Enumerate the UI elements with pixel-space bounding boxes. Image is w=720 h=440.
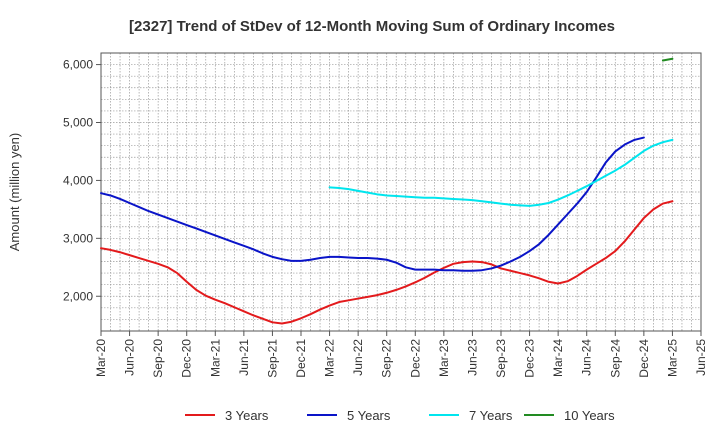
y-tick-label: 4,000 (63, 173, 93, 187)
x-tick-label: Mar-20 (94, 339, 108, 377)
x-tick-label: Mar-22 (323, 339, 337, 377)
x-tick-label: Jun-25 (694, 339, 708, 376)
y-tick-label: 5,000 (63, 116, 93, 130)
x-tick-label: Sep-23 (494, 339, 508, 378)
x-tick-label: Sep-21 (265, 339, 279, 378)
legend-label-3-years: 3 Years (225, 408, 269, 423)
series-line-5-years (100, 136, 645, 272)
x-tick-label: Dec-21 (294, 339, 308, 378)
x-tick-label: Jun-21 (237, 339, 251, 376)
x-tick-label: Mar-25 (665, 339, 679, 377)
x-tick-label: Jun-20 (123, 339, 137, 376)
series-line-3-years (100, 200, 674, 325)
legend: 3 Years 5 Years 7 Years 10 Years (185, 408, 615, 423)
legend-label-5-years: 5 Years (347, 408, 391, 423)
x-tick-label: Dec-22 (408, 339, 422, 378)
x-tick-label: Sep-22 (380, 339, 394, 378)
series-line-7-years (328, 138, 674, 207)
chart-title: [2327] Trend of StDev of 12-Month Moving… (129, 18, 615, 35)
legend-label-7-years: 7 Years (469, 408, 513, 423)
x-tick-label: Sep-24 (608, 339, 622, 378)
y-tick-label: 6,000 (63, 58, 93, 72)
x-tick-label: Dec-20 (180, 339, 194, 378)
x-tick-label: Mar-24 (551, 339, 565, 377)
x-tick-label: Jun-22 (351, 339, 365, 376)
series-line-10-years (661, 57, 674, 62)
plot-border (100, 52, 702, 332)
x-tick-label: Mar-23 (437, 339, 451, 377)
legend-label-10-years: 10 Years (564, 408, 615, 423)
x-tick-label: Dec-24 (637, 339, 651, 378)
y-axis-label: Amount (million yen) (7, 133, 22, 252)
y-tick-label: 2,000 (63, 289, 93, 303)
x-tick-label: Mar-21 (208, 339, 222, 377)
y-tick-label: 3,000 (63, 231, 93, 245)
x-tick-label: Sep-20 (151, 339, 165, 378)
x-tick-label: Dec-23 (523, 339, 537, 378)
x-tick-label: Jun-24 (580, 339, 594, 376)
plot-area: 2,000 3,000 4,000 5,000 6,000 Mar-20 Jun-20 Sep… (63, 52, 708, 378)
x-tick-label: Jun-23 (465, 339, 479, 376)
